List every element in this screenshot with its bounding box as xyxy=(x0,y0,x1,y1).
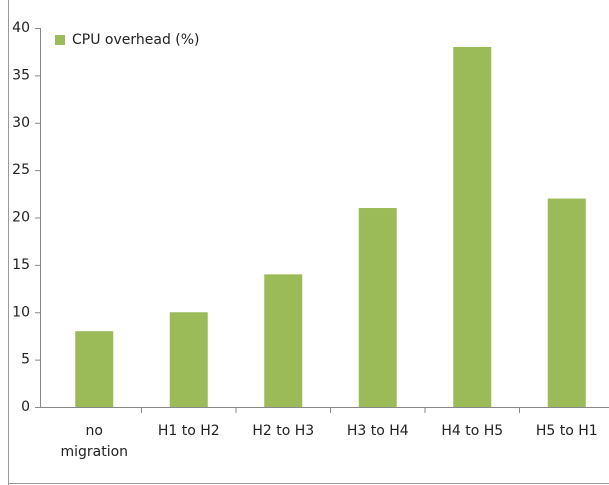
y-tick-label: 15 xyxy=(12,257,30,273)
y-tick-label: 35 xyxy=(12,67,30,83)
bar xyxy=(169,312,208,407)
y-tick-label: 5 xyxy=(21,352,30,368)
y-tick-label: 30 xyxy=(12,115,30,131)
y-tick-label: 25 xyxy=(12,162,30,178)
bar xyxy=(358,208,397,407)
y-tick-label: 0 xyxy=(21,399,30,415)
legend-label: CPU overhead (%) xyxy=(72,32,200,48)
x-tick-label: H2 to H3 xyxy=(252,423,315,439)
y-tick-label: 40 xyxy=(12,20,30,36)
x-tick-label: no migration xyxy=(60,423,129,460)
bar xyxy=(547,198,586,407)
x-tick-label: H1 to H2 xyxy=(157,423,220,439)
x-tick-label: H5 to H1 xyxy=(535,423,598,439)
x-tick-label: H4 to H5 xyxy=(441,423,504,439)
x-tick-label: H3 to H4 xyxy=(346,423,409,439)
bar xyxy=(264,274,303,407)
legend-swatch xyxy=(55,35,65,45)
bar xyxy=(453,46,492,407)
bar xyxy=(75,331,114,407)
y-tick-label: 20 xyxy=(12,210,30,226)
y-tick-label: 10 xyxy=(12,304,30,320)
